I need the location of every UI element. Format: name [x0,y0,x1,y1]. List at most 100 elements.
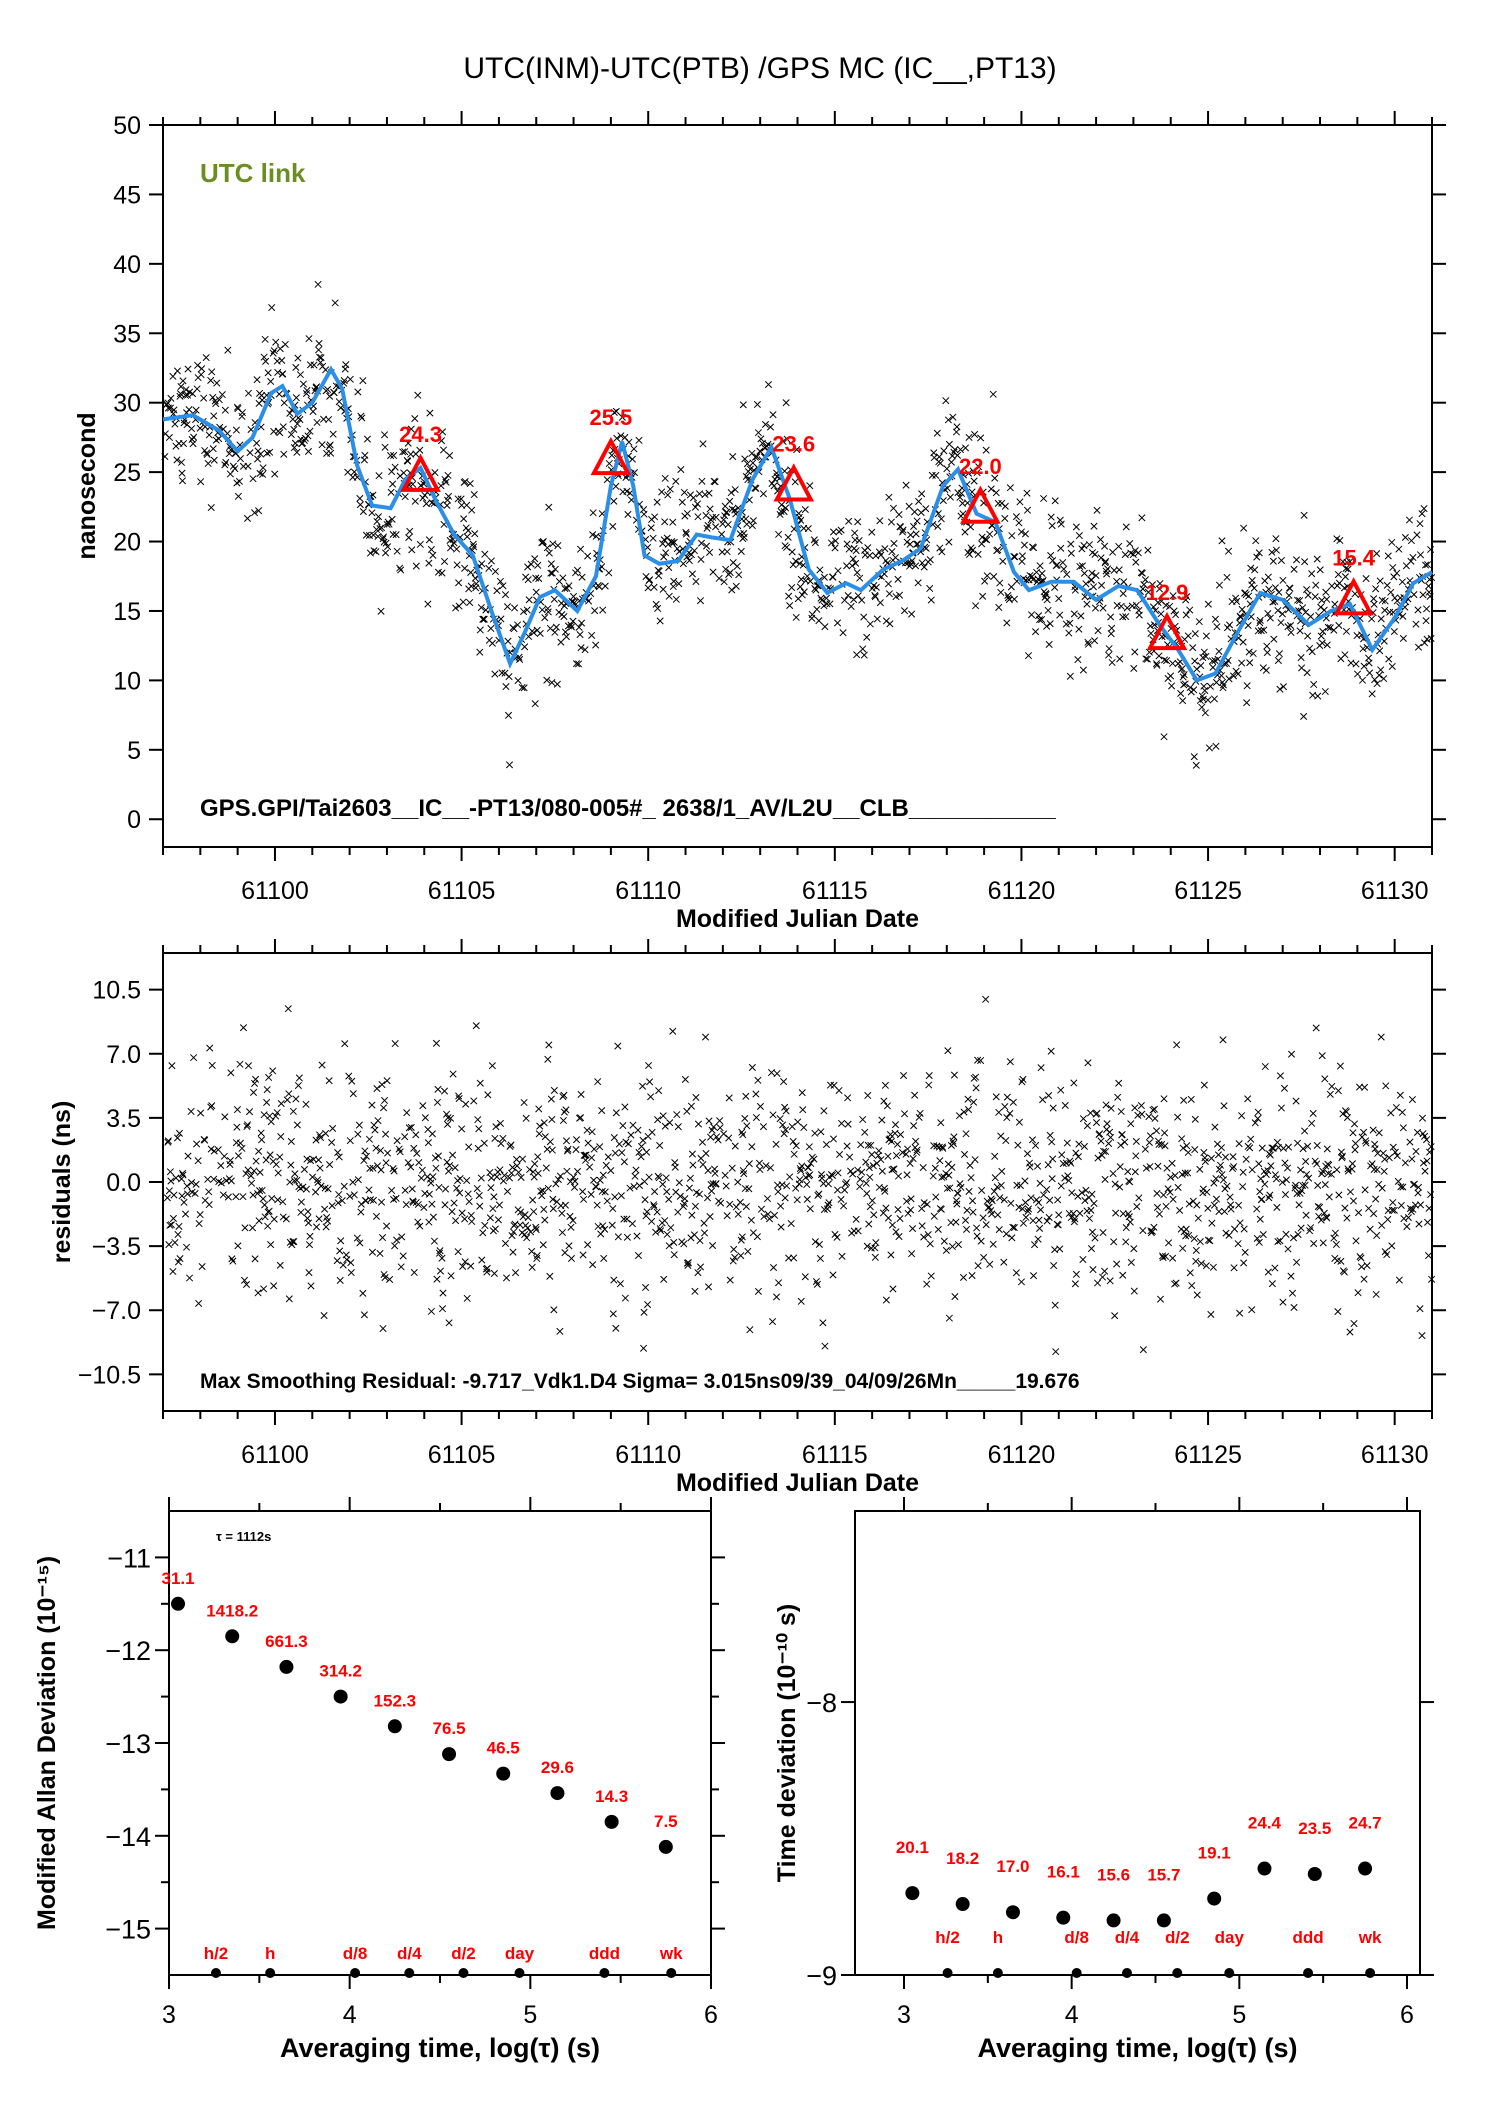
data-point [790,1150,798,1158]
data-point [857,1141,865,1149]
data-point [287,1161,295,1169]
data-point [505,1174,514,1182]
data-point [573,566,582,574]
data-point [1306,644,1314,652]
data-point [865,1220,873,1228]
data-point [464,526,472,535]
data-point [1425,1204,1433,1212]
data-point [532,588,540,596]
time-marker-dot [942,1968,953,1978]
data-point [182,1243,191,1251]
data-point [206,1044,214,1052]
data-point [280,399,288,407]
data-point [1299,604,1307,612]
data-point [1183,1142,1191,1150]
data-point [1049,1104,1057,1112]
data-point [728,1164,736,1172]
data-point [177,458,186,466]
data-point [1238,605,1246,613]
data-point [960,1108,968,1116]
data-point [868,1151,876,1159]
x-tick-label: 4 [343,2001,357,2029]
data-point [614,1233,622,1241]
data-point [457,495,465,503]
data-point [811,1238,819,1246]
data-point [923,1280,931,1288]
x-tick-label: 6 [704,2001,718,2029]
data-point [1079,666,1087,674]
data-point [1261,1180,1269,1188]
data-point [549,1205,557,1213]
data-point [783,543,791,551]
data-point [645,1061,653,1070]
data-point [222,458,230,467]
data-point [524,1214,532,1222]
data-point [548,1146,556,1154]
data-point [294,354,302,362]
data-point [740,1170,748,1178]
data-point [181,391,190,399]
data-point [1068,1189,1076,1197]
data-point [514,621,522,629]
data-point [638,1082,647,1090]
data-point [760,1212,768,1221]
data-point [647,524,655,532]
data-point [1190,1234,1198,1243]
data-point [397,1263,405,1271]
data-point [988,1197,996,1205]
data-point [1023,1150,1032,1158]
data-point [1421,561,1430,569]
data-point [863,633,871,641]
data-point [577,644,585,652]
data-point [273,1109,281,1117]
data-point [418,1166,426,1174]
data-point [324,1217,332,1225]
data-point [1398,1108,1406,1116]
data-point [523,606,531,614]
data-point [592,1183,600,1191]
data-point [284,1005,292,1013]
data-point [320,1312,328,1320]
data-point [1092,1118,1101,1127]
data-point [754,1076,762,1084]
data-point [1160,1129,1169,1137]
data-point [1200,1081,1208,1089]
data-point [532,574,540,582]
data-point [908,1250,916,1258]
data-point [412,1131,420,1139]
data-point [1087,1245,1096,1253]
data-point [864,1141,872,1149]
data-point [456,1175,464,1183]
data-point [1374,1149,1382,1157]
data-point [1338,1154,1346,1162]
data-point [1138,514,1146,522]
data-point [994,1211,1002,1219]
data-point [1408,1095,1416,1104]
data-point [1233,597,1241,606]
data-point [1101,542,1109,550]
data-point [1088,1190,1096,1198]
data-point [356,1239,364,1247]
data-point [822,1141,830,1149]
data-point [267,1241,275,1249]
data-point [486,1168,494,1177]
data-point [539,537,547,545]
data-point [1257,1175,1265,1183]
data-point [166,1221,174,1229]
data-point [644,584,652,592]
data-point [1360,662,1368,670]
data-point [667,1224,675,1232]
data-point [1251,566,1259,574]
data-point [1206,1237,1214,1245]
data-point [1196,1165,1204,1173]
data-point [963,1206,971,1214]
data-point [1011,553,1019,561]
utc-link-label: UTC link [200,158,306,188]
data-point [1144,546,1152,554]
data-point [260,1285,268,1293]
data-point [1101,559,1109,567]
data-point [434,1152,443,1160]
data-point [743,460,751,468]
data-point [690,547,698,555]
data-point [491,1134,499,1142]
